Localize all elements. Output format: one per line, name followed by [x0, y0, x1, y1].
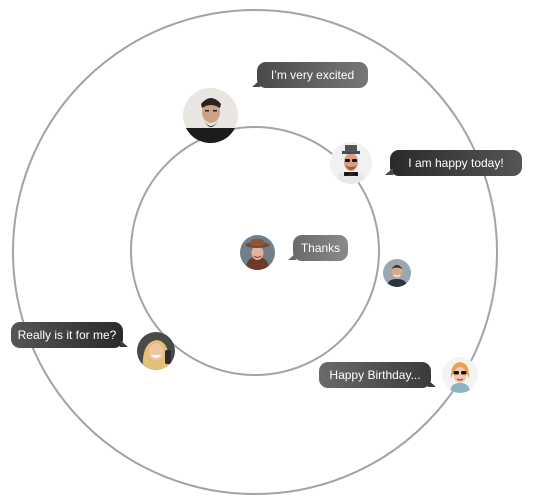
- message-text: Thanks: [300, 241, 341, 255]
- bearded-man-avatar-icon: [183, 88, 238, 143]
- bubble-tail: [120, 340, 128, 347]
- hipster-hat-avatar-icon: [330, 142, 372, 184]
- message-bubble-thanks: Thanks: [288, 235, 348, 261]
- woman-hat-avatar-icon: [240, 235, 275, 270]
- message-bubble-happy-today: I am happy today!: [385, 150, 522, 176]
- message-text: Really is it for me?: [17, 328, 117, 342]
- bubble-tail: [288, 253, 296, 260]
- outer-orbit-ring: [12, 9, 498, 495]
- bubble-tail: [428, 380, 436, 387]
- message-text: I’m very excited: [270, 68, 355, 82]
- laughing-woman-avatar-icon: [137, 332, 175, 370]
- woman-sunglasses-avatar-icon: [442, 357, 478, 393]
- message-bubble-really: Really is it for me?: [11, 322, 128, 348]
- bubble-tail: [252, 80, 260, 87]
- smiling-man-avatar-icon: [383, 259, 411, 287]
- message-text: Happy Birthday...: [329, 368, 421, 382]
- message-text: I am happy today!: [408, 156, 504, 170]
- bubble-tail: [385, 168, 393, 175]
- inner-orbit-ring: [130, 126, 380, 376]
- message-bubble-excited: I’m very excited: [252, 62, 368, 88]
- message-bubble-birthday: Happy Birthday...: [319, 362, 436, 388]
